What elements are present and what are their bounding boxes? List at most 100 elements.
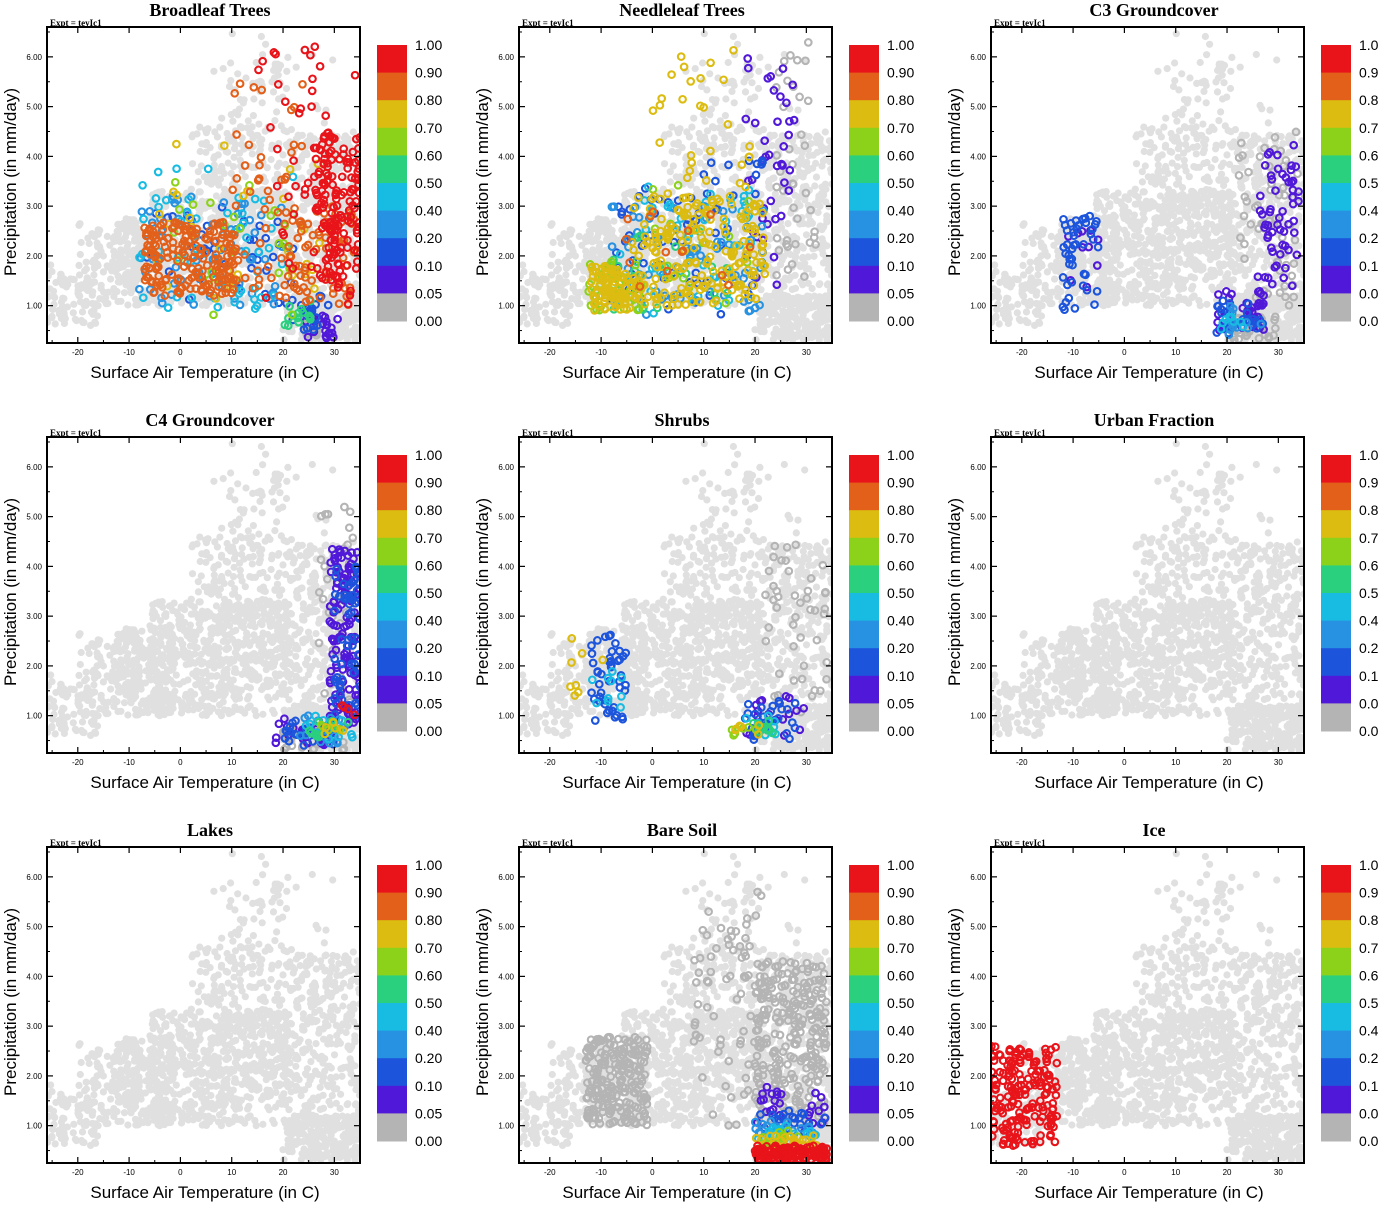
background-point bbox=[114, 298, 121, 305]
data-point bbox=[173, 141, 180, 148]
background-point bbox=[274, 163, 281, 170]
background-point bbox=[563, 233, 570, 240]
colorbar-label: 0.80 bbox=[415, 92, 442, 108]
background-point bbox=[298, 174, 305, 181]
colorbar-swatch bbox=[377, 100, 407, 128]
background-point bbox=[717, 117, 724, 124]
data-point bbox=[299, 81, 306, 88]
background-point bbox=[203, 129, 210, 136]
background-point bbox=[572, 252, 579, 259]
data-point bbox=[340, 145, 347, 152]
background-point bbox=[551, 319, 558, 326]
background-point bbox=[234, 70, 241, 77]
background-point bbox=[231, 154, 238, 161]
background-point bbox=[204, 178, 211, 185]
data-point bbox=[210, 312, 217, 319]
background-point bbox=[77, 298, 84, 305]
background-point bbox=[284, 54, 291, 61]
colorbar-swatch bbox=[377, 155, 407, 183]
background-point bbox=[213, 192, 220, 199]
background-point bbox=[196, 124, 203, 131]
data-point bbox=[794, 57, 801, 64]
background-point bbox=[352, 316, 359, 323]
background-point bbox=[780, 277, 787, 284]
data-point bbox=[146, 208, 153, 215]
colorbar: 1.000.900.800.700.600.500.400.200.100.05… bbox=[377, 37, 442, 329]
panel-broadleaf-trees: Broadleaf Trees Expt = teyIc1 Surface Ai… bbox=[0, 0, 459, 400]
background-point bbox=[90, 271, 97, 278]
background-point bbox=[547, 222, 554, 229]
background-point bbox=[799, 335, 806, 342]
background-point bbox=[119, 237, 126, 244]
background-point bbox=[667, 178, 674, 185]
background-point bbox=[307, 132, 314, 139]
background-point bbox=[531, 303, 538, 310]
data-point bbox=[752, 305, 759, 312]
background-point bbox=[813, 174, 820, 181]
background-point bbox=[566, 252, 573, 259]
data-point bbox=[768, 198, 775, 205]
background-point bbox=[49, 306, 56, 313]
background-point bbox=[794, 321, 801, 328]
background-point bbox=[303, 251, 310, 258]
panel-svg: Broadleaf Trees Expt = teyIc1 Surface Ai… bbox=[0, 0, 459, 400]
background-point bbox=[118, 254, 125, 261]
background-point bbox=[159, 188, 166, 195]
background-point bbox=[103, 300, 110, 307]
colorbar-label: 0.60 bbox=[415, 147, 442, 163]
background-point bbox=[79, 319, 86, 326]
background-point bbox=[547, 262, 554, 269]
background-point bbox=[570, 285, 577, 292]
background-point bbox=[83, 259, 90, 266]
background-point bbox=[756, 54, 763, 61]
background-point bbox=[96, 243, 103, 250]
background-point bbox=[792, 254, 799, 261]
background-point bbox=[784, 220, 791, 227]
background-point bbox=[801, 260, 808, 267]
background-point bbox=[742, 88, 749, 95]
colorbar-swatch bbox=[377, 45, 407, 73]
background-point bbox=[278, 122, 285, 129]
data-point bbox=[215, 304, 222, 311]
background-point bbox=[701, 118, 708, 125]
panel-title: Needleleaf Trees bbox=[619, 0, 744, 20]
background-point bbox=[800, 245, 807, 252]
data-point bbox=[796, 94, 803, 101]
background-point bbox=[789, 286, 796, 293]
background-point bbox=[806, 133, 813, 140]
background-point bbox=[520, 314, 527, 321]
colorbar-swatch bbox=[377, 183, 407, 211]
colorbar-label: 0.05 bbox=[415, 285, 442, 301]
data-point bbox=[250, 285, 257, 292]
background-point bbox=[761, 310, 768, 317]
background-point bbox=[116, 279, 123, 286]
background-point bbox=[91, 233, 98, 240]
data-point bbox=[251, 84, 258, 91]
data-point bbox=[276, 293, 283, 300]
background-point bbox=[818, 329, 825, 336]
data-point bbox=[777, 93, 784, 100]
background-point bbox=[234, 111, 241, 118]
background-point bbox=[94, 252, 101, 259]
background-point bbox=[227, 59, 234, 66]
background-point bbox=[128, 289, 135, 296]
background-point bbox=[530, 315, 537, 322]
background-point bbox=[111, 263, 118, 270]
background-point bbox=[83, 265, 90, 272]
data-point bbox=[136, 286, 143, 293]
background-point bbox=[696, 130, 703, 137]
x-tick-label: -20 bbox=[72, 348, 84, 357]
background-point bbox=[803, 231, 810, 238]
background-point bbox=[819, 235, 826, 242]
background-point bbox=[780, 318, 787, 325]
data-point bbox=[274, 146, 281, 153]
colorbar-label: 0.40 bbox=[415, 203, 442, 219]
data-point bbox=[336, 261, 343, 268]
background-point bbox=[67, 275, 74, 282]
background-point bbox=[603, 219, 610, 226]
background-point bbox=[116, 222, 123, 229]
background-point bbox=[819, 242, 826, 249]
data-point bbox=[290, 174, 297, 181]
background-point bbox=[711, 134, 718, 141]
background-point bbox=[757, 286, 764, 293]
